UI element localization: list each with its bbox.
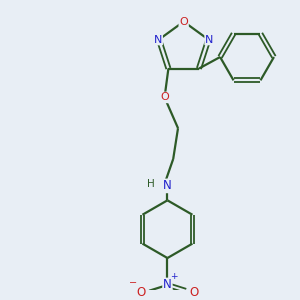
- Text: O: O: [160, 92, 169, 102]
- Text: H: H: [147, 179, 155, 189]
- Text: N: N: [154, 34, 162, 44]
- Text: +: +: [170, 272, 178, 281]
- Text: O: O: [179, 16, 188, 27]
- Text: N: N: [163, 278, 172, 292]
- Text: −: −: [129, 278, 137, 288]
- Text: O: O: [136, 286, 145, 299]
- Text: N: N: [163, 179, 172, 192]
- Text: O: O: [190, 286, 199, 299]
- Text: N: N: [205, 34, 214, 44]
